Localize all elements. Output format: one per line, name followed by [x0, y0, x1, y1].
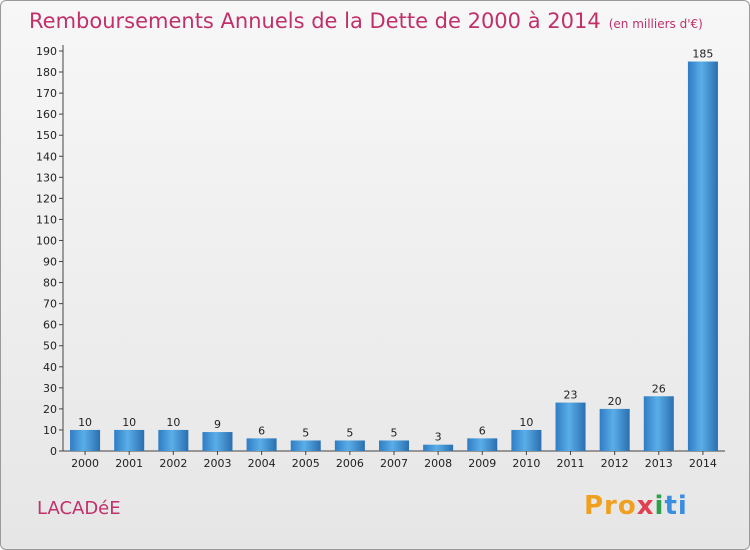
y-tick-label: 50 [43, 340, 57, 353]
bar [334, 440, 365, 451]
y-tick-label: 140 [36, 150, 57, 163]
logo-part-3: i [654, 491, 665, 521]
chart-title: Remboursements Annuels de la Dette de 20… [29, 9, 703, 33]
x-tick-label: 2005 [292, 457, 320, 470]
data-label: 185 [692, 48, 713, 61]
bar [511, 429, 542, 451]
bar [70, 429, 101, 451]
data-label: 10 [519, 416, 533, 429]
data-label: 10 [122, 416, 136, 429]
bar [423, 444, 454, 451]
data-label: 20 [608, 395, 622, 408]
data-label: 6 [258, 424, 265, 437]
data-label: 3 [435, 431, 442, 444]
x-tick-label: 2014 [689, 457, 717, 470]
data-label: 6 [479, 424, 486, 437]
bar [202, 432, 233, 451]
bar [467, 438, 498, 451]
bar [158, 429, 189, 451]
data-label: 5 [391, 426, 398, 439]
data-label: 9 [214, 418, 221, 431]
data-label: 5 [302, 426, 309, 439]
y-tick-label: 110 [36, 213, 57, 226]
data-label: 10 [166, 416, 180, 429]
x-tick-label: 2010 [512, 457, 540, 470]
y-tick-label: 0 [50, 445, 57, 458]
bar [687, 61, 718, 452]
bar [555, 402, 586, 451]
data-label: 5 [346, 426, 353, 439]
x-tick-label: 2001 [115, 457, 143, 470]
y-tick-label: 40 [43, 361, 57, 374]
logo-part-1: Pro [584, 491, 637, 521]
y-tick-label: 10 [43, 424, 57, 437]
bar [246, 438, 277, 451]
x-tick-label: 2011 [557, 457, 585, 470]
x-tick-label: 2000 [71, 457, 99, 470]
bar [599, 408, 630, 451]
x-tick-label: 2009 [468, 457, 496, 470]
y-tick-label: 180 [36, 66, 57, 79]
data-label: 10 [78, 416, 92, 429]
bar [290, 440, 321, 451]
bar [114, 429, 145, 451]
chart-unit-note: (en milliers d'€) [608, 17, 703, 31]
y-tick-label: 120 [36, 192, 57, 205]
y-tick-label: 60 [43, 319, 57, 332]
bar [378, 440, 410, 451]
x-tick-label: 2002 [159, 457, 187, 470]
x-tick-label: 2003 [203, 457, 231, 470]
logo-part-2: x [636, 491, 655, 521]
logo-part-4: ti [664, 491, 688, 521]
data-label: 23 [564, 389, 578, 402]
data-label: 26 [652, 382, 666, 395]
x-tick-label: 2006 [336, 457, 364, 470]
y-tick-label: 20 [43, 403, 57, 416]
y-tick-label: 130 [36, 171, 57, 184]
y-tick-label: 160 [36, 108, 57, 121]
bar [643, 396, 674, 451]
x-tick-label: 2012 [601, 457, 629, 470]
commune-name: LACADéE [37, 498, 121, 519]
y-tick-label: 100 [36, 234, 57, 247]
x-tick-label: 2008 [424, 457, 452, 470]
y-tick-label: 90 [43, 256, 57, 269]
x-tick-label: 2013 [645, 457, 673, 470]
chart-title-main: Remboursements Annuels de la Dette de 20… [29, 9, 601, 33]
x-tick-label: 2007 [380, 457, 408, 470]
y-tick-label: 70 [43, 298, 57, 311]
y-tick-label: 190 [36, 45, 57, 58]
y-tick-label: 80 [43, 277, 57, 290]
x-tick-label: 2004 [248, 457, 276, 470]
y-tick-label: 170 [36, 87, 57, 100]
proxiti-logo: Proxiti [584, 491, 688, 521]
y-tick-label: 30 [43, 382, 57, 395]
y-tick-label: 150 [36, 129, 57, 142]
